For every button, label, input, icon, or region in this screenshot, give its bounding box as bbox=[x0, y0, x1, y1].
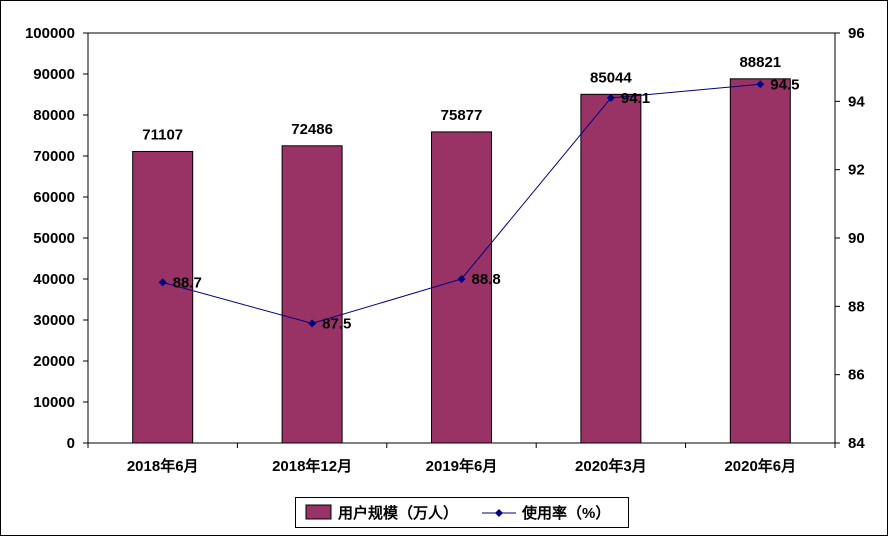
x-axis-category-label: 2018年12月 bbox=[272, 457, 352, 475]
right-axis-tick-label: 90 bbox=[848, 230, 865, 247]
right-axis-tick-label: 96 bbox=[848, 25, 865, 42]
bar-value-label: 85044 bbox=[590, 69, 632, 86]
left-axis-tick-label: 40000 bbox=[33, 271, 75, 288]
left-axis-tick-label: 90000 bbox=[33, 66, 75, 83]
line-point-marker bbox=[158, 278, 167, 287]
right-axis-tick-label: 92 bbox=[848, 162, 865, 179]
left-axis-tick-label: 0 bbox=[67, 435, 75, 452]
line-value-label: 88.8 bbox=[472, 271, 501, 288]
legend-line-marker bbox=[495, 509, 503, 517]
line-series: 88.7 87.5 88.8 94.1 94.5 bbox=[158, 76, 800, 332]
right-axis-tick-label: 88 bbox=[848, 298, 865, 315]
bar-value-label: 75877 bbox=[441, 107, 483, 124]
x-axis: 2018年6月 2018年12月 2019年6月 2020年3月 2020年6月 bbox=[87, 443, 836, 475]
left-axis-tick-label: 80000 bbox=[33, 107, 75, 124]
right-axis: 84 86 88 90 92 94 96 bbox=[835, 25, 865, 452]
line-point-marker bbox=[457, 275, 466, 283]
legend: 用户规模（万人） 使用率（%） bbox=[295, 497, 629, 528]
left-axis-tick-label: 10000 bbox=[33, 394, 75, 411]
bar bbox=[580, 93, 642, 444]
bar-value-label: 88821 bbox=[739, 54, 781, 71]
bar-series: 71107 72486 75877 85044 88821 bbox=[132, 54, 791, 444]
x-axis-category-label: 2020年3月 bbox=[575, 457, 647, 475]
line-value-label: 94.5 bbox=[770, 76, 799, 93]
line-value-label: 88.7 bbox=[173, 274, 202, 291]
x-axis-category-label: 2018年6月 bbox=[127, 457, 199, 475]
bar bbox=[281, 145, 343, 444]
line-value-label: 94.1 bbox=[621, 90, 650, 107]
line-point-marker bbox=[308, 319, 317, 328]
right-axis-tick-label: 94 bbox=[848, 93, 865, 110]
bar-value-label: 72486 bbox=[291, 121, 333, 138]
left-axis-tick-label: 30000 bbox=[33, 312, 75, 329]
line-point-marker bbox=[756, 80, 765, 89]
legend-bar-swatch bbox=[305, 504, 332, 520]
legend-bar-label: 用户规模（万人） bbox=[338, 504, 458, 522]
legend-box bbox=[295, 497, 629, 528]
legend-line-label: 使用率（%） bbox=[521, 504, 610, 522]
left-axis-tick-label: 60000 bbox=[33, 189, 75, 206]
right-axis-tick-label: 86 bbox=[848, 367, 865, 384]
left-axis-tick-label: 20000 bbox=[33, 353, 75, 370]
x-axis-category-label: 2020年6月 bbox=[724, 457, 796, 475]
bar bbox=[431, 131, 492, 444]
right-axis-tick-label: 84 bbox=[848, 435, 865, 452]
bar-value-label: 71107 bbox=[142, 126, 183, 143]
bar bbox=[132, 150, 194, 444]
left-axis-tick-label: 100000 bbox=[25, 25, 75, 42]
line-value-label: 87.5 bbox=[322, 315, 351, 332]
line-point-marker bbox=[606, 93, 615, 102]
left-axis: 0 10000 20000 30000 40000 50000 60000 70000 8000… bbox=[25, 25, 88, 452]
left-axis-tick-label: 70000 bbox=[33, 148, 75, 165]
left-axis-tick-label: 50000 bbox=[33, 230, 75, 247]
bar bbox=[729, 78, 791, 444]
x-axis-category-label: 2019年6月 bbox=[426, 457, 498, 475]
